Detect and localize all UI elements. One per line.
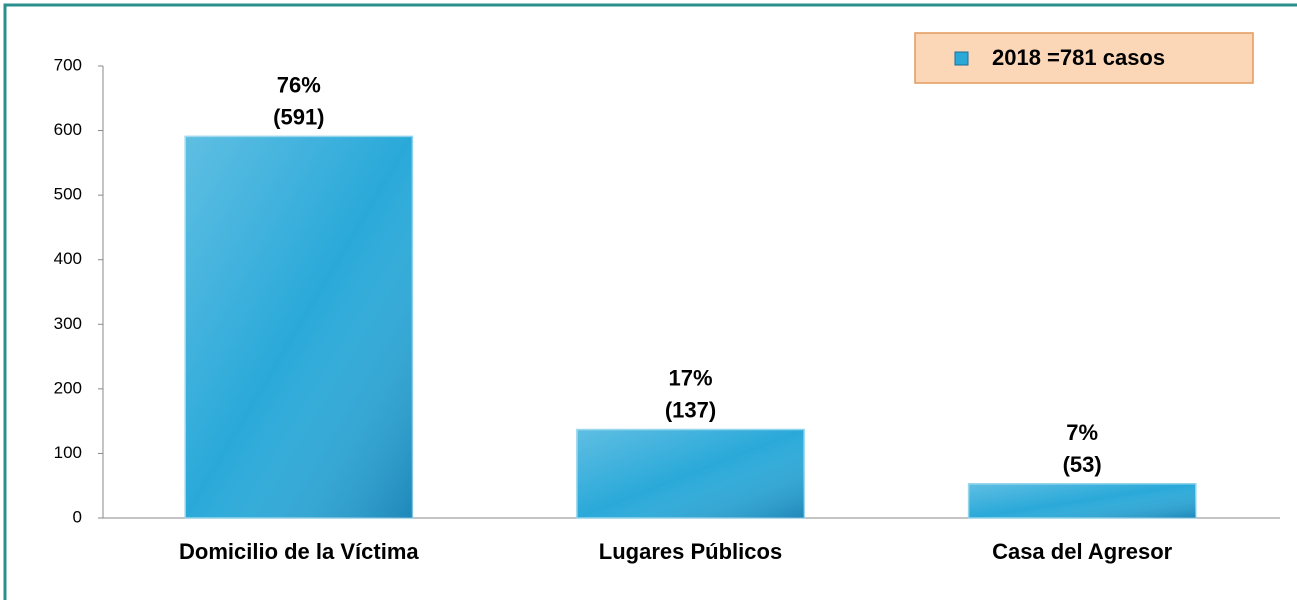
y-tick-label: 0 <box>73 507 82 526</box>
y-tick-label: 300 <box>54 314 82 333</box>
y-tick-label: 600 <box>54 120 82 139</box>
legend-label: 2018 =781 casos <box>992 45 1165 70</box>
value-label-line: 7% <box>1066 420 1098 445</box>
value-label: 7% (53) <box>1063 420 1102 477</box>
x-tick-label: Domicilio de la Víctima <box>179 539 419 564</box>
bar-shade <box>185 136 413 518</box>
legend: 2018 =781 casos <box>914 32 1254 84</box>
x-tick-label: Lugares Públicos <box>599 539 782 564</box>
value-label-line: (53) <box>1063 452 1102 477</box>
y-tick-label: 100 <box>54 443 82 462</box>
value-label-line: 17% <box>668 365 712 390</box>
y-tick-label: 500 <box>54 185 82 204</box>
value-label: 17% (137) <box>665 365 716 422</box>
legend-swatch <box>954 51 969 66</box>
legend-box <box>914 32 1254 84</box>
value-label: 76% (591) <box>273 72 324 129</box>
bar-shade <box>576 429 805 518</box>
bar-shade <box>968 483 1196 518</box>
y-tick-label: 200 <box>54 378 82 397</box>
x-tick-label: Casa del Agresor <box>992 539 1173 564</box>
value-label-line: (591) <box>273 104 324 129</box>
y-tick-label: 700 <box>54 55 82 74</box>
y-tick-label: 400 <box>54 249 82 268</box>
frame <box>3 3 1297 600</box>
value-label-line: (137) <box>665 397 716 422</box>
value-label-line: 76% <box>277 72 321 97</box>
